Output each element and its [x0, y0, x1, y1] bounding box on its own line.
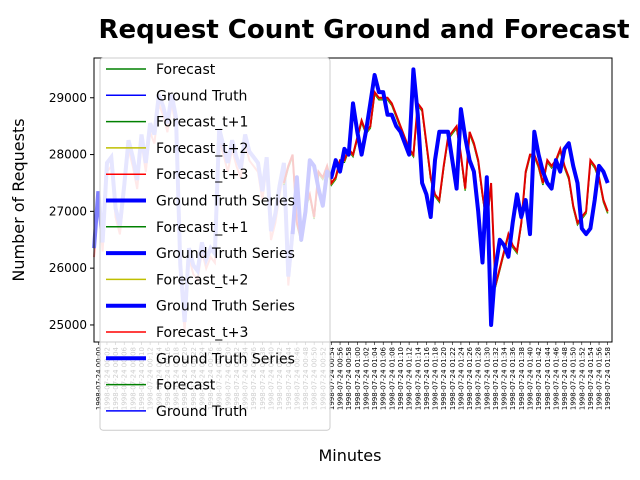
x-tick-label: 1998-07-24 01:52 [578, 347, 586, 410]
x-tick-label: 1998-07-24 01:50 [570, 347, 578, 410]
x-tick-label: 1998-07-24 01:18 [432, 347, 440, 410]
x-tick-label: 1998-07-24 01:10 [397, 347, 405, 410]
x-tick-label: 1998-07-24 01:34 [501, 346, 509, 410]
y-axis-label: Number of Requests [9, 118, 28, 281]
x-tick-label: 1998-07-24 01:48 [561, 347, 569, 410]
x-tick-label: 1998-07-24 01:12 [406, 347, 414, 410]
legend-label: Forecast_t+3 [156, 167, 248, 183]
x-tick-label: 1998-07-24 00:56 [337, 346, 345, 410]
x-tick-label: 1998-07-24 01:56 [596, 346, 604, 410]
y-axis: 25000 26000 27000 28000 29000 [49, 91, 94, 332]
x-tick-label: 1998-07-24 01:42 [535, 347, 543, 410]
x-tick-label: 1998-07-24 01:02 [362, 347, 370, 410]
legend-label: Ground Truth Series [156, 299, 295, 315]
y-tick-label: 26000 [49, 261, 87, 275]
legend-label: Ground Truth [156, 404, 247, 420]
legend-label: Ground Truth [156, 88, 247, 104]
x-tick-label: 1998-07-24 01:24 [457, 346, 465, 410]
x-tick-label: 1998-07-24 01:06 [380, 346, 388, 410]
x-tick-label: 1998-07-24 01:54 [587, 346, 595, 410]
legend-label: Ground Truth Series [156, 194, 295, 210]
y-tick-label: 29000 [49, 91, 87, 105]
legend-label: Forecast_t+1 [156, 220, 248, 236]
x-tick-label: 1998-07-24 01:22 [449, 347, 457, 410]
legend-label: Forecast_t+2 [156, 272, 248, 288]
x-tick-label: 1998-07-24 01:20 [440, 347, 448, 410]
x-tick-label: 1998-07-24 01:36 [509, 346, 517, 410]
x-axis-label: Minutes [319, 446, 382, 465]
ground-truth-series [290, 67, 610, 327]
y-tick-label: 25000 [49, 318, 87, 332]
legend: Forecast Ground Truth Forecast_t+1 Forecast… [99, 57, 331, 431]
y-tick-label: 28000 [49, 148, 87, 162]
legend-box [99, 57, 331, 431]
y-tick-label: 27000 [49, 204, 87, 218]
legend-label: Forecast_t+1 [156, 115, 248, 131]
x-tick-label: 1998-07-24 01:14 [414, 346, 422, 410]
legend-label: Forecast [156, 378, 216, 394]
chart-title: Request Count Ground and Forecast [98, 15, 629, 45]
x-tick-label: 1998-07-24 00:54 [328, 346, 336, 410]
x-tick-label: 1998-07-24 01:46 [552, 346, 560, 410]
x-tick-label: 1998-07-24 01:00 [354, 347, 362, 410]
x-tick-label: 1998-07-24 01:40 [526, 347, 534, 410]
x-tick-label: 1998-07-24 01:04 [371, 346, 379, 410]
legend-label: Forecast_t+3 [156, 325, 248, 341]
x-tick-label: 1998-07-24 01:58 [604, 347, 612, 410]
x-tick-label: 1998-07-24 01:32 [492, 347, 500, 410]
x-tick-label: 1998-07-24 00:58 [345, 347, 353, 410]
legend-label: Ground Truth Series [156, 351, 295, 367]
legend-label: Ground Truth Series [156, 246, 295, 262]
x-tick-label: 1998-07-24 01:38 [518, 347, 526, 410]
x-tick-label: 1998-07-24 01:26 [466, 346, 474, 410]
x-tick-label: 1998-07-24 01:30 [483, 347, 491, 410]
x-tick-label: 1998-07-24 01:44 [544, 346, 552, 410]
legend-label: Forecast_t+2 [156, 141, 248, 157]
x-tick-label: 1998-07-24 01:08 [388, 347, 396, 410]
legend-label: Forecast [156, 62, 216, 78]
x-tick-label: 1998-07-24 00:00 [95, 347, 103, 410]
x-tick-label: 1998-07-24 01:28 [475, 347, 483, 410]
x-tick-label: 1998-07-24 01:16 [423, 346, 431, 410]
axes-frame [93, 57, 613, 343]
